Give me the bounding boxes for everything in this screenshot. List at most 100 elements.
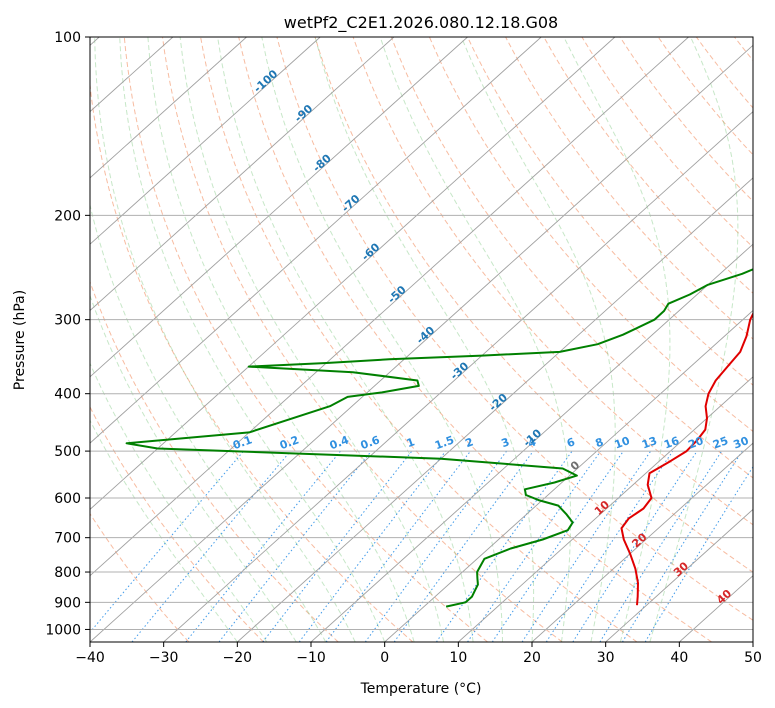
dry-adiabat-line [238,37,712,642]
mixing-ratio-label: 3 [500,435,512,450]
y-tick-label: 700 [54,531,81,547]
dry-adiabat-line [314,37,753,573]
dry-adiabat-line [200,37,638,642]
moist-adiabat-line [314,37,535,642]
x-axis-ticks: −40 −30 −20 −10 0 10 20 30 40 50 [75,642,762,666]
y-axis-label: Pressure (hPa) [12,290,28,390]
moist-adiabat-line [90,202,327,642]
x-axis-label: Temperature (°C) [360,681,482,697]
pressure-gridlines [90,37,753,630]
x-tick-label: 50 [744,650,762,666]
mixing-ratio-line [131,450,291,642]
isotherm-line [90,44,753,642]
moist-adiabat-line [90,419,238,642]
y-tick-label: 300 [54,313,81,329]
isotherm-line [90,37,395,312]
moist-adiabat-line [379,37,572,642]
x-tick-label: −20 [223,650,253,666]
mixing-ratio-label: 0.4 [328,433,351,452]
dry-adiabat-line [90,280,339,642]
isotherm-line [90,37,689,577]
mixing-ratio-lines [90,450,753,642]
x-tick-label: 0 [380,650,389,666]
isotherms [90,37,753,642]
isotherm-line [531,442,753,642]
y-tick-label: 200 [54,208,81,224]
mixing-ratio-line [262,450,413,642]
mixing-ratio-line [491,450,624,642]
dry-adiabat-line [90,512,190,642]
mixing-ratio-line [90,450,244,634]
mixing-ratio-label: 0.2 [278,433,301,452]
mixing-ratio-label: 1.5 [433,433,456,452]
mixing-ratio-label: 4 [526,435,538,450]
plot-area: 0.10.20.40.611.52346810131620253036-100-… [90,37,753,642]
dry-adiabats [90,37,753,642]
mixing-ratio-label: 16 [662,434,681,452]
y-tick-label: 100 [54,30,81,46]
x-tick-label: −40 [75,650,105,666]
mixing-ratio-label: 6 [565,435,577,450]
x-tick-label: −10 [296,650,326,666]
y-tick-label: 600 [54,491,81,507]
isotherm-line [90,37,247,179]
moist-adiabat-line [649,37,739,642]
mixing-ratio-line [218,450,372,642]
moist-adiabat-line [460,37,616,642]
dry-adiabat-line [162,37,563,642]
mixing-ratio-label: 13 [640,434,659,451]
mixing-ratio-label: 20 [686,434,705,452]
mixing-ratio-line [599,450,723,642]
dry-adiabat-line [352,37,753,526]
isotherm-line [90,37,468,378]
x-tick-label: −30 [149,650,179,666]
mixing-ratio-label: 10 [613,434,632,452]
isotherm-line [90,37,542,444]
dry-adiabat-line [428,37,753,433]
isotherm-line [163,110,753,642]
x-tick-label: 30 [597,650,615,666]
isotherm-line [384,309,753,642]
dry-adiabat-line [90,80,414,642]
sounding-series [125,268,753,608]
dry-adiabat-line [467,37,753,386]
isotherm-line [90,37,616,511]
mixing-ratio-label: 30 [732,434,751,452]
y-tick-label: 500 [54,444,81,460]
moist-adiabat-line [94,37,356,642]
y-tick-label: 900 [54,595,81,611]
mixing-ratio-line [572,450,698,642]
dewpoint-profile-line [125,268,753,608]
moist-adiabat-line [119,37,386,642]
mixing-ratio-line [298,450,447,642]
y-axis-ticks: 100 200 300 400 500 600 700 800 900 1000 [45,30,90,638]
chart-title: wetPf2_C2E1.2026.080.12.18.G08 [284,13,558,33]
mixing-ratio-line [393,450,534,642]
mixing-ratio-label: 2 [463,435,475,450]
dry-adiabat-line [581,37,753,248]
mixing-ratio-line [644,465,753,642]
plot-frame [89,36,754,643]
isotherm-line [605,508,753,642]
mixing-ratio-line [621,450,743,642]
isotherm-line [458,376,753,642]
isotherm-line [90,37,321,245]
dry-adiabat-line [390,37,753,479]
moist-adiabat-line [563,37,671,642]
y-tick-label: 1000 [45,622,81,638]
moist-adiabat-line [179,37,445,642]
temperature-profile-line [620,311,753,606]
moist-adiabat-line [90,362,268,642]
dry-adiabat-line [619,37,753,202]
moist-adiabat-line [261,37,503,642]
isotherm-line [237,177,753,642]
mixing-ratio-line [435,450,573,642]
dry-adiabat-line [276,37,753,621]
mixing-ratio-line [185,450,341,642]
mixing-ratio-label: 0.1 [231,433,254,452]
mixing-ratio-label: 25 [711,434,730,451]
mixing-ratio-label: 8 [594,435,606,450]
y-tick-label: 800 [54,565,81,581]
